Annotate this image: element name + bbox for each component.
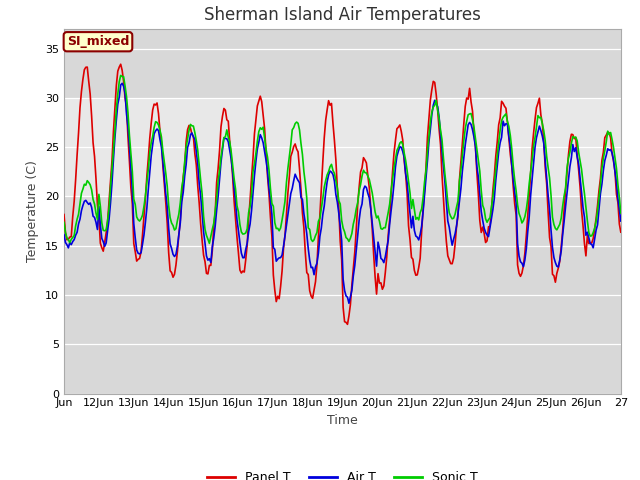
Title: Sherman Island Air Temperatures: Sherman Island Air Temperatures — [204, 6, 481, 24]
Panel T — [79, 76, 87, 82]
Sonic T — [616, 194, 623, 200]
Sonic T — [543, 154, 550, 159]
Y-axis label: Temperature (C): Temperature (C) — [26, 160, 40, 262]
Air T — [349, 273, 357, 279]
Air T — [97, 222, 104, 228]
Line: Sonic T: Sonic T — [64, 75, 621, 243]
Air T — [616, 206, 623, 212]
Panel T — [616, 221, 623, 227]
Legend: Panel T, Air T, Sonic T: Panel T, Air T, Sonic T — [202, 467, 483, 480]
X-axis label: Time: Time — [327, 414, 358, 427]
Panel T — [543, 181, 550, 187]
Panel T — [117, 61, 125, 67]
Sonic T — [349, 221, 357, 227]
Text: SI_mixed: SI_mixed — [67, 35, 129, 48]
Sonic T — [97, 204, 104, 209]
Panel T — [460, 121, 468, 127]
Sonic T — [205, 240, 213, 246]
Sonic T — [60, 219, 68, 225]
Line: Panel T: Panel T — [64, 64, 621, 324]
Line: Air T: Air T — [64, 84, 621, 303]
Panel T — [97, 240, 104, 246]
Air T — [543, 175, 550, 180]
Panel T — [344, 322, 351, 327]
Bar — [64, 98, 621, 196]
Panel T — [349, 265, 357, 271]
Panel T — [60, 212, 68, 217]
Air T — [79, 203, 87, 208]
Sonic T — [460, 138, 468, 144]
Sonic T — [79, 186, 87, 192]
Sonic T — [117, 72, 125, 78]
Sonic T — [617, 210, 625, 216]
Air T — [345, 300, 353, 306]
Air T — [617, 218, 625, 224]
Air T — [460, 155, 468, 161]
Panel T — [617, 229, 625, 235]
Air T — [60, 232, 68, 238]
Air T — [118, 81, 126, 86]
